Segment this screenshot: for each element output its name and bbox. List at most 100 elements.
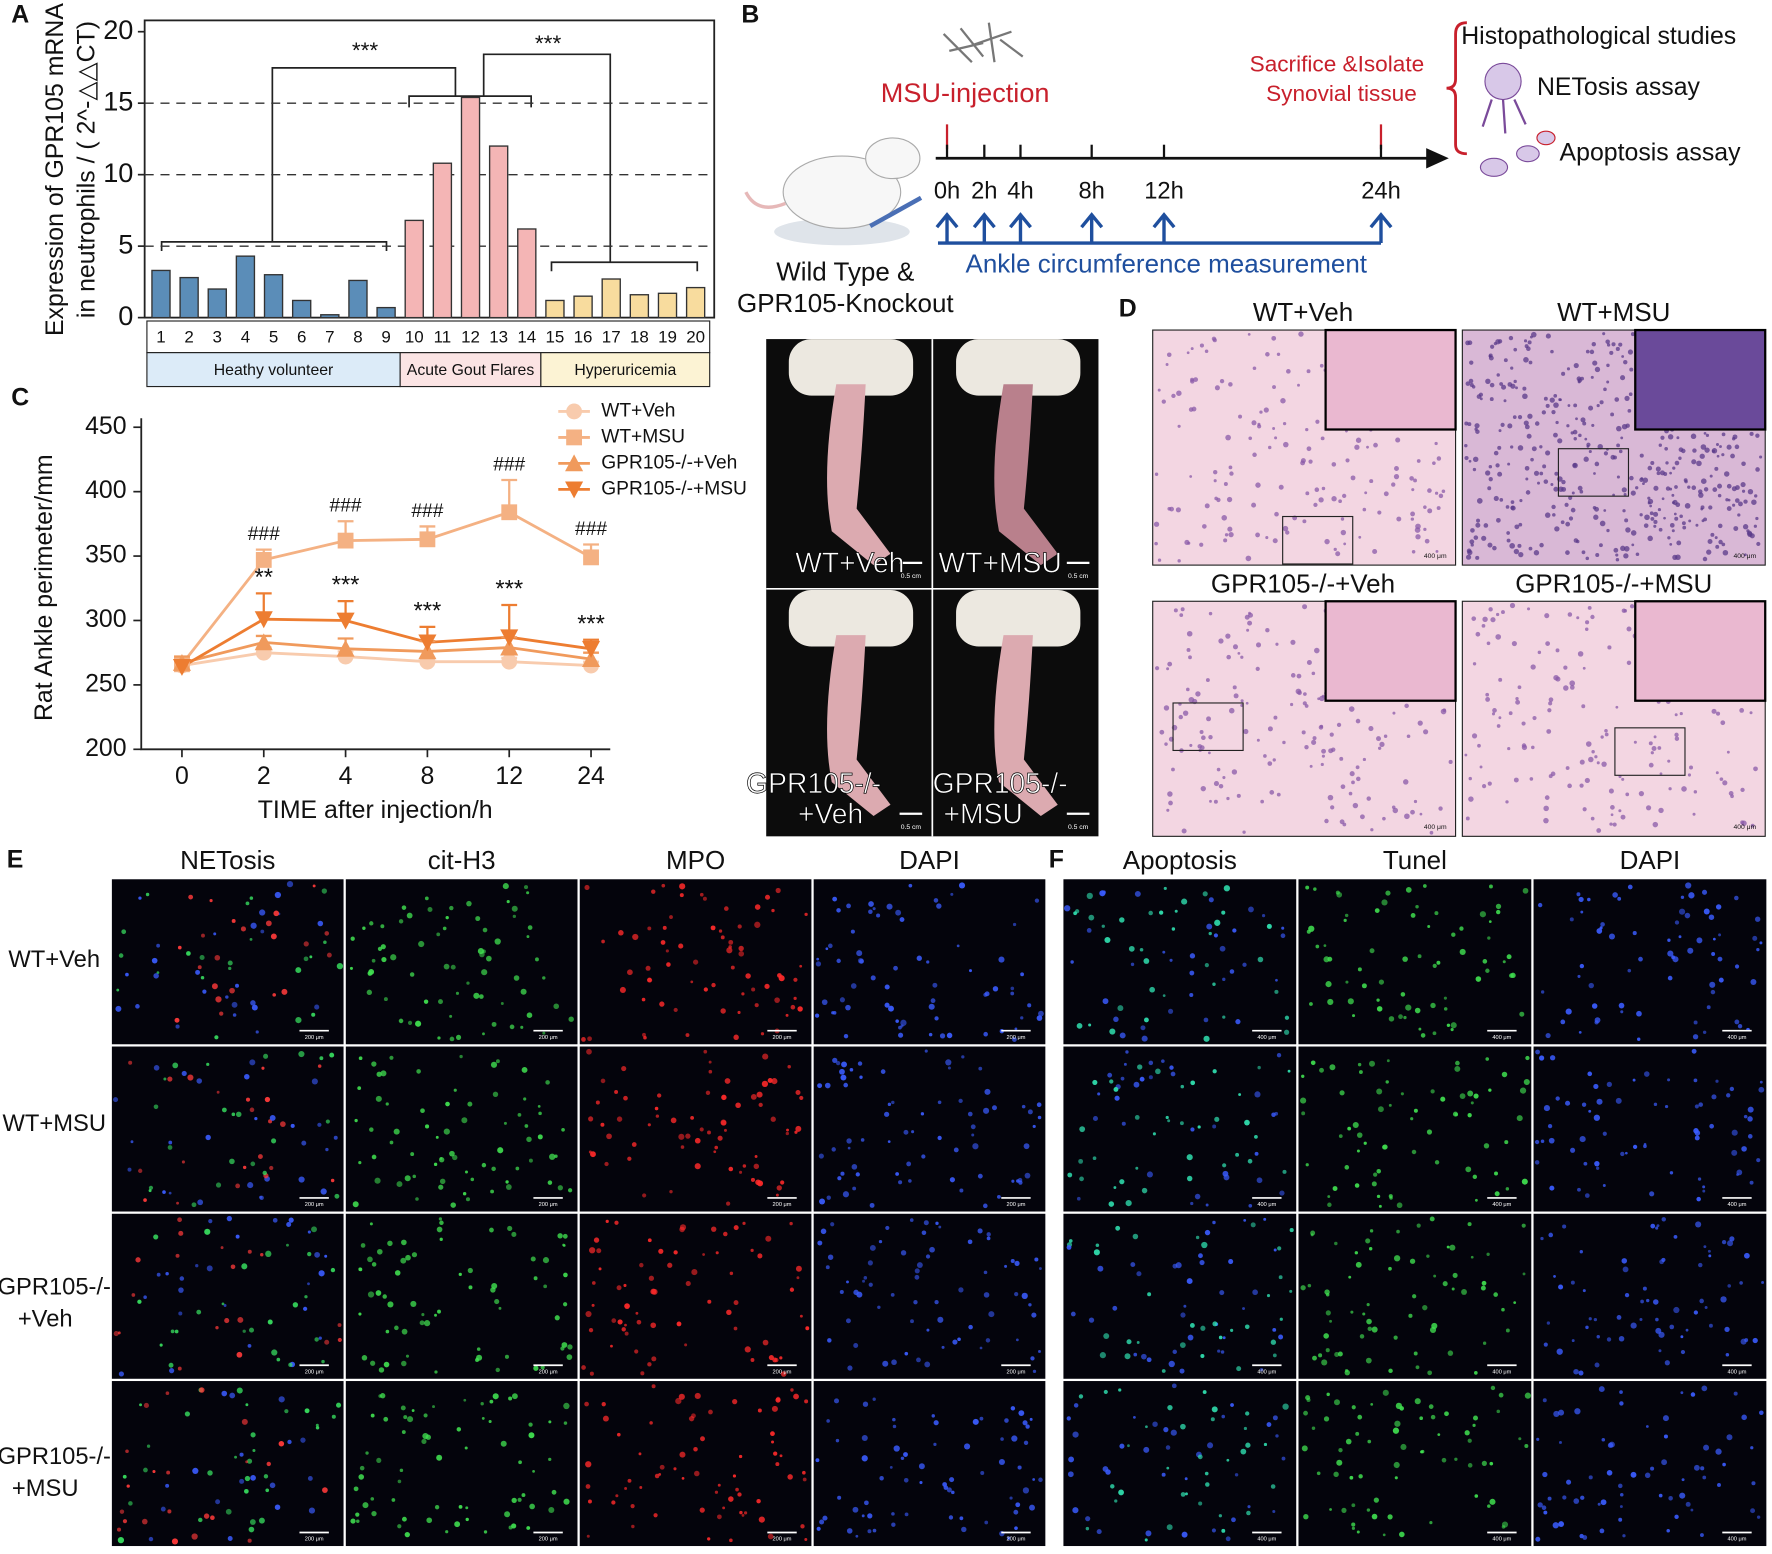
cell xyxy=(581,1365,586,1370)
nucleus xyxy=(1544,613,1550,619)
cell xyxy=(481,969,488,976)
cell xyxy=(1114,1095,1120,1101)
cell xyxy=(1636,1037,1641,1041)
cell xyxy=(1479,911,1487,918)
cell xyxy=(662,925,667,930)
timepoint-label: 8h xyxy=(1078,178,1104,204)
nucleus xyxy=(1392,807,1399,814)
cell xyxy=(286,1221,292,1227)
nucleus xyxy=(1609,350,1614,355)
significance-label: ### xyxy=(411,501,443,522)
cell xyxy=(1036,1102,1042,1108)
nucleus xyxy=(1471,616,1477,621)
cell xyxy=(1540,990,1545,994)
cell xyxy=(861,1455,868,1462)
cell xyxy=(383,1361,390,1368)
cell xyxy=(967,1111,973,1117)
nucleus xyxy=(1503,358,1508,363)
cell xyxy=(1615,1097,1622,1104)
nucleus xyxy=(1726,444,1732,450)
cell xyxy=(839,1068,845,1075)
cell xyxy=(1171,927,1176,931)
cell xyxy=(1275,978,1278,982)
cell xyxy=(891,1522,896,1527)
cell xyxy=(1618,1483,1623,1489)
cell xyxy=(1238,1093,1242,1096)
cell xyxy=(647,1362,652,1367)
cell xyxy=(356,1519,360,1524)
cell xyxy=(888,1005,894,1012)
cell xyxy=(1110,1484,1115,1489)
nucleus xyxy=(1527,413,1533,419)
cell xyxy=(959,1188,964,1193)
nucleus xyxy=(1327,794,1334,801)
cell xyxy=(1644,1472,1651,1479)
cell xyxy=(330,1178,335,1183)
cell xyxy=(1522,1272,1526,1276)
nucleus xyxy=(1318,497,1324,503)
nucleus xyxy=(1509,543,1516,549)
nucleus xyxy=(1669,471,1672,475)
cell xyxy=(1549,1055,1556,1061)
cell xyxy=(228,966,232,971)
nucleus xyxy=(1223,538,1228,543)
cell xyxy=(113,1097,119,1103)
cell xyxy=(371,1154,377,1160)
nucleus xyxy=(1355,765,1360,770)
nucleus xyxy=(1674,736,1680,741)
cell xyxy=(1068,1456,1075,1463)
cell xyxy=(526,1012,533,1018)
cell xyxy=(840,1171,845,1176)
cell xyxy=(616,1116,623,1122)
nucleus xyxy=(1665,461,1669,465)
cell xyxy=(237,1317,244,1323)
cell xyxy=(464,1170,468,1174)
nucleus xyxy=(1579,759,1585,765)
brace xyxy=(1446,21,1467,156)
cell xyxy=(1691,1048,1697,1054)
cell xyxy=(818,1153,824,1159)
nucleus xyxy=(1282,740,1286,745)
fluorescence-image xyxy=(1063,1046,1297,1212)
cell xyxy=(835,1438,840,1443)
cell xyxy=(1632,931,1637,936)
cell xyxy=(244,1475,251,1482)
measure-arrow xyxy=(1369,212,1393,244)
cell xyxy=(730,965,735,970)
nucleus xyxy=(1350,475,1356,481)
cell xyxy=(1139,947,1144,952)
scale-label: 200 μm xyxy=(539,1369,558,1375)
cell xyxy=(371,1262,377,1267)
cell xyxy=(1114,1499,1118,1503)
cell xyxy=(1505,1187,1510,1191)
nucleus xyxy=(1555,648,1560,653)
nucleus xyxy=(1591,750,1595,754)
photo-label: +Veh xyxy=(798,797,863,829)
nucleus xyxy=(1721,432,1726,437)
cell xyxy=(494,938,501,945)
cell xyxy=(1085,1516,1091,1522)
marker xyxy=(500,638,519,656)
cell xyxy=(1411,1149,1417,1155)
nucleus xyxy=(1228,532,1234,538)
nucleus xyxy=(1507,382,1513,387)
bar xyxy=(348,279,368,319)
cell xyxy=(1593,1083,1599,1090)
cell xyxy=(135,1257,141,1263)
cell xyxy=(914,1274,920,1280)
cell xyxy=(1570,1280,1575,1285)
cell xyxy=(1759,941,1763,945)
nucleus xyxy=(1571,491,1575,495)
nucleus xyxy=(1585,556,1590,561)
cell xyxy=(1243,1426,1247,1431)
cell xyxy=(1266,1294,1271,1298)
cell xyxy=(1414,1398,1421,1405)
nucleus xyxy=(1413,799,1418,804)
cell xyxy=(1134,1115,1140,1120)
cell xyxy=(281,988,288,995)
x-tick-label: 10 xyxy=(405,327,424,346)
nucleus xyxy=(1506,531,1510,535)
cell xyxy=(286,881,294,888)
fluorescence-image xyxy=(1298,879,1532,1045)
nucleus xyxy=(1731,437,1736,441)
